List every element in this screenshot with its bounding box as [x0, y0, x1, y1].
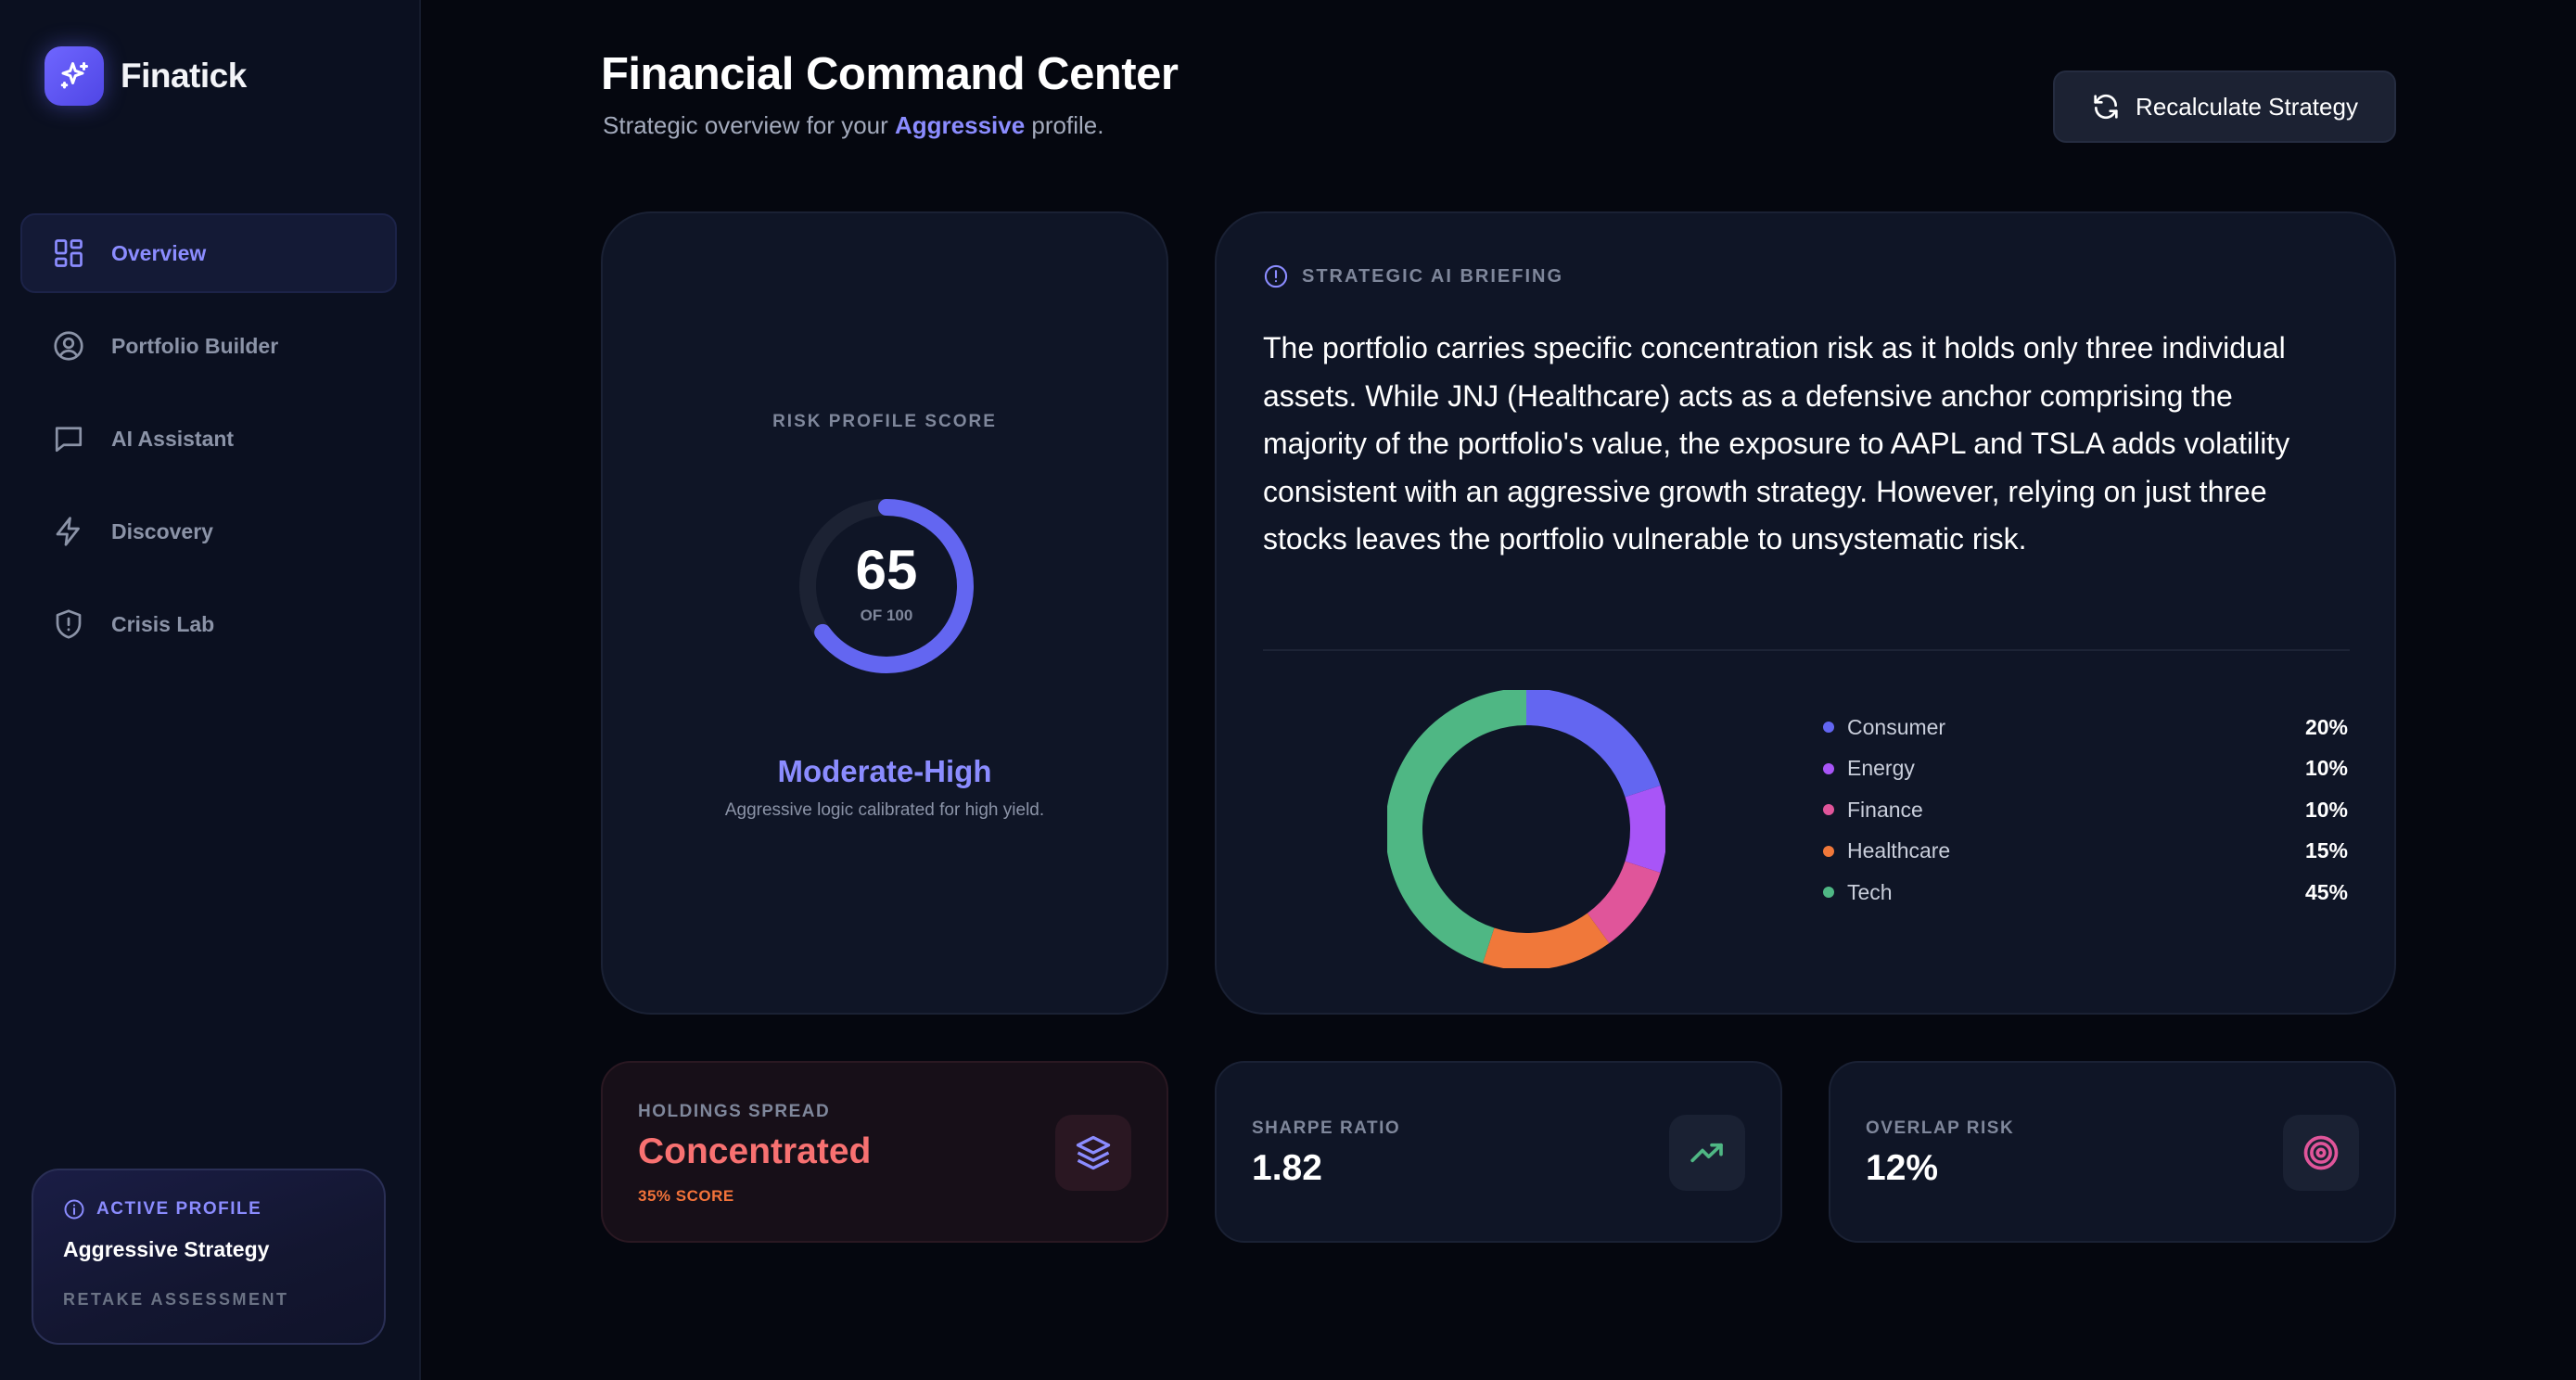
- sidebar-item-overview[interactable]: Overview: [20, 213, 397, 293]
- legend-value: 20%: [2304, 714, 2348, 739]
- sidebar-item-label: Discovery: [111, 518, 213, 543]
- donut-slice-consumer[interactable]: [1525, 690, 1661, 798]
- page-title: Financial Command Center: [601, 49, 1179, 99]
- zap-icon: [50, 513, 87, 550]
- holdings-spread-value: Concentrated: [638, 1131, 872, 1171]
- overlap-risk-card: OVERLAP RISK 12%: [1829, 1061, 2396, 1243]
- risk-profile-card: RISK PROFILE SCORE 65 OF 100 Moderate-Hi…: [601, 211, 1168, 1015]
- sidebar-item-discovery[interactable]: Discovery: [20, 492, 397, 571]
- layers-icon: [1055, 1115, 1131, 1191]
- legend-dot: [1823, 887, 1834, 899]
- sharpe-ratio-card: SHARPE RATIO 1.82: [1215, 1061, 1782, 1243]
- divider: [1263, 649, 2350, 651]
- risk-gauge-fill: [799, 499, 974, 673]
- risk-level: Moderate-High: [777, 754, 992, 788]
- info-icon: [63, 1198, 85, 1220]
- brand[interactable]: Finatick: [45, 46, 247, 106]
- risk-profile-label: RISK PROFILE SCORE: [772, 412, 997, 431]
- legend-dot: [1823, 804, 1834, 816]
- recalculate-label: Recalculate Strategy: [2136, 92, 2358, 121]
- legend-label: Finance: [1847, 797, 1923, 822]
- active-profile-name: Aggressive Strategy: [63, 1237, 270, 1261]
- briefing-text: The portfolio carries specific concentra…: [1263, 331, 2290, 556]
- active-profile-label: ACTIVE PROFILE: [96, 1199, 262, 1219]
- sidebar-item-label: Crisis Lab: [111, 611, 215, 636]
- active-profile-card: ACTIVE PROFILE Aggressive Strategy RETAK…: [32, 1169, 386, 1345]
- risk-score-value: 65: [855, 539, 918, 601]
- donut-slice-energy[interactable]: [1625, 786, 1665, 873]
- legend-label: Healthcare: [1847, 838, 1951, 863]
- legend-dot: [1823, 722, 1834, 734]
- holdings-spread-card: HOLDINGS SPREAD Concentrated 35% SCORE: [601, 1061, 1168, 1243]
- brand-name: Finatick: [121, 57, 247, 95]
- sidebar-item-label: Overview: [111, 240, 207, 265]
- ai-briefing-card: STRATEGIC AI BRIEFING The portfolio carr…: [1215, 211, 2396, 1015]
- user-circle-icon: [50, 327, 87, 364]
- info-icon: [1263, 263, 1289, 289]
- legend-label: Tech: [1847, 879, 1893, 904]
- subtitle-prefix: Strategic overview for your: [603, 111, 896, 139]
- retake-assessment-link[interactable]: RETAKE ASSESSMENT: [63, 1290, 289, 1309]
- legend-item-energy: Energy 10%: [1823, 748, 2348, 790]
- trending-up-icon: [1669, 1115, 1745, 1191]
- sidebar: Finatick Overview Portfolio Builder: [0, 0, 421, 1380]
- subtitle-profile: Aggressive: [895, 111, 1026, 139]
- sidebar-item-label: AI Assistant: [111, 426, 235, 451]
- risk-score-max: OF 100: [860, 607, 913, 624]
- donut-slice-finance[interactable]: [1587, 861, 1661, 943]
- sidebar-item-crisis-lab[interactable]: Crisis Lab: [20, 584, 397, 664]
- legend-label: Energy: [1847, 756, 1915, 781]
- holdings-spread-score: 35% SCORE: [638, 1187, 734, 1205]
- grid-icon: [50, 235, 87, 272]
- briefing-label: STRATEGIC AI BRIEFING: [1302, 265, 1563, 287]
- risk-gauge: [799, 499, 974, 673]
- sharpe-ratio-value: 1.82: [1252, 1148, 1322, 1188]
- legend-value: 10%: [2304, 756, 2348, 781]
- legend-value: 15%: [2304, 838, 2348, 863]
- legend-value: 10%: [2304, 797, 2348, 822]
- sharpe-ratio-label: SHARPE RATIO: [1252, 1118, 1401, 1138]
- legend-item-tech: Tech 45%: [1823, 872, 2348, 914]
- legend-item-healthcare: Healthcare 15%: [1823, 831, 2348, 873]
- sidebar-nav: Overview Portfolio Builder AI Assistant: [20, 213, 397, 677]
- legend-item-consumer: Consumer 20%: [1823, 707, 2348, 748]
- holdings-spread-label: HOLDINGS SPREAD: [638, 1102, 831, 1121]
- overlap-risk-label: OVERLAP RISK: [1866, 1118, 2015, 1138]
- briefing-tag: STRATEGIC AI BRIEFING: [1263, 263, 1563, 289]
- page-subtitle: Strategic overview for your Aggressive p…: [603, 111, 1103, 140]
- risk-description: Aggressive logic calibrated for high yie…: [724, 800, 1045, 820]
- overlap-risk-value: 12%: [1866, 1148, 1939, 1188]
- donut-slice-healthcare[interactable]: [1483, 913, 1610, 968]
- sparkles-icon: [45, 46, 104, 106]
- sidebar-item-ai-assistant[interactable]: AI Assistant: [20, 399, 397, 479]
- allocation-donut-chart: [1387, 690, 1665, 968]
- legend-item-finance: Finance 10%: [1823, 789, 2348, 831]
- donut-slice-tech[interactable]: [1387, 690, 1527, 964]
- target-icon: [2283, 1115, 2359, 1191]
- legend-label: Consumer: [1847, 714, 1946, 739]
- legend-value: 45%: [2304, 879, 2348, 904]
- sidebar-item-label: Portfolio Builder: [111, 333, 279, 358]
- recalculate-strategy-button[interactable]: Recalculate Strategy: [2053, 70, 2396, 143]
- message-square-icon: [50, 420, 87, 457]
- active-profile-tag: ACTIVE PROFILE: [63, 1198, 354, 1220]
- subtitle-suffix: profile.: [1025, 111, 1104, 139]
- refresh-icon: [2091, 92, 2121, 121]
- legend-dot: [1823, 762, 1834, 774]
- sidebar-item-portfolio-builder[interactable]: Portfolio Builder: [20, 306, 397, 386]
- legend-dot: [1823, 845, 1834, 857]
- shield-alert-icon: [50, 606, 87, 643]
- allocation-legend: Consumer 20% Energy 10% Finance 10% Healthcare…: [1823, 707, 2348, 914]
